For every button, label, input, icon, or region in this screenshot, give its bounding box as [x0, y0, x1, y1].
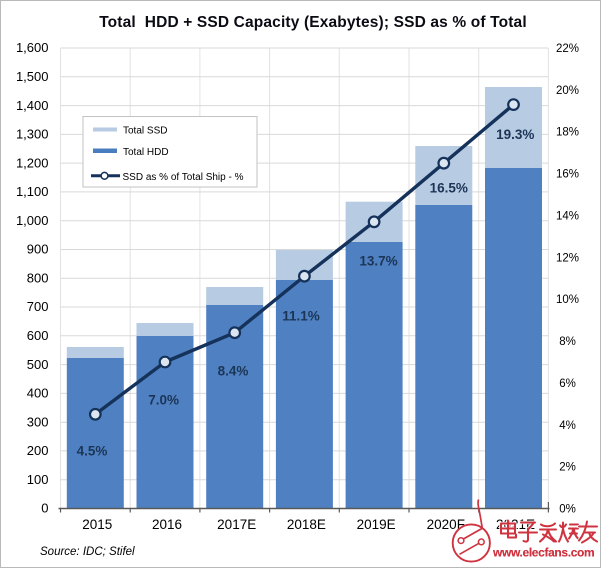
- svg-text:1,200: 1,200: [16, 155, 49, 170]
- svg-text:1,400: 1,400: [16, 98, 49, 113]
- svg-text:18%: 18%: [556, 127, 579, 139]
- svg-text:0: 0: [41, 501, 48, 516]
- svg-text:1,600: 1,600: [16, 40, 49, 55]
- svg-text:12%: 12%: [556, 252, 579, 264]
- svg-text:2019E: 2019E: [357, 517, 396, 532]
- svg-text:700: 700: [27, 299, 49, 314]
- svg-text:Total HDD: Total HDD: [123, 147, 169, 158]
- svg-text:8%: 8%: [559, 336, 576, 348]
- svg-text:Total SSD: Total SSD: [123, 126, 167, 137]
- svg-text:2018E: 2018E: [287, 517, 326, 532]
- svg-text:1,100: 1,100: [16, 184, 49, 199]
- svg-text:0%: 0%: [559, 504, 576, 516]
- svg-text:1,000: 1,000: [16, 213, 49, 228]
- svg-text:500: 500: [27, 357, 49, 372]
- svg-text:10%: 10%: [556, 294, 579, 306]
- svg-text:13.7%: 13.7%: [359, 254, 397, 269]
- svg-text:2015: 2015: [82, 517, 112, 532]
- svg-text:4.5%: 4.5%: [77, 444, 108, 459]
- svg-text:2%: 2%: [559, 462, 576, 474]
- svg-text:2020F: 2020F: [427, 517, 465, 532]
- svg-text:1,500: 1,500: [16, 69, 49, 84]
- svg-text:Total HDD + SSD Capacity (Exa: Total HDD + SSD Capacity (Exabytes); SSD…: [99, 14, 527, 31]
- svg-text:800: 800: [27, 271, 49, 286]
- svg-text:Source: IDC; Stifel: Source: IDC; Stifel: [40, 546, 135, 558]
- svg-text:300: 300: [27, 414, 49, 429]
- svg-text:11.1%: 11.1%: [282, 309, 320, 324]
- svg-text:16%: 16%: [556, 169, 579, 181]
- svg-text:200: 200: [27, 443, 49, 458]
- svg-text:19.3%: 19.3%: [496, 127, 534, 142]
- svg-text:14%: 14%: [556, 211, 579, 223]
- svg-text:6%: 6%: [559, 378, 576, 390]
- svg-text:2017E: 2017E: [217, 517, 256, 532]
- svg-text:900: 900: [27, 242, 49, 257]
- svg-text:www.elecfans.com: www.elecfans.com: [492, 546, 594, 560]
- svg-text:8.4%: 8.4%: [218, 364, 249, 379]
- svg-text:100: 100: [27, 472, 49, 487]
- svg-text:7.0%: 7.0%: [148, 393, 179, 408]
- svg-text:20%: 20%: [556, 85, 579, 97]
- svg-text:16.5%: 16.5%: [430, 181, 468, 196]
- svg-text:4%: 4%: [559, 420, 576, 432]
- svg-text:SSD as % of Total Ship - %: SSD as % of Total Ship - %: [123, 172, 244, 183]
- svg-text:1,300: 1,300: [16, 127, 49, 142]
- svg-text:2016: 2016: [152, 517, 182, 532]
- svg-text:www.elecfans.com: www.elecfans.com: [492, 546, 594, 560]
- svg-text:600: 600: [27, 328, 49, 343]
- svg-text:400: 400: [27, 386, 49, 401]
- svg-text:22%: 22%: [556, 43, 579, 55]
